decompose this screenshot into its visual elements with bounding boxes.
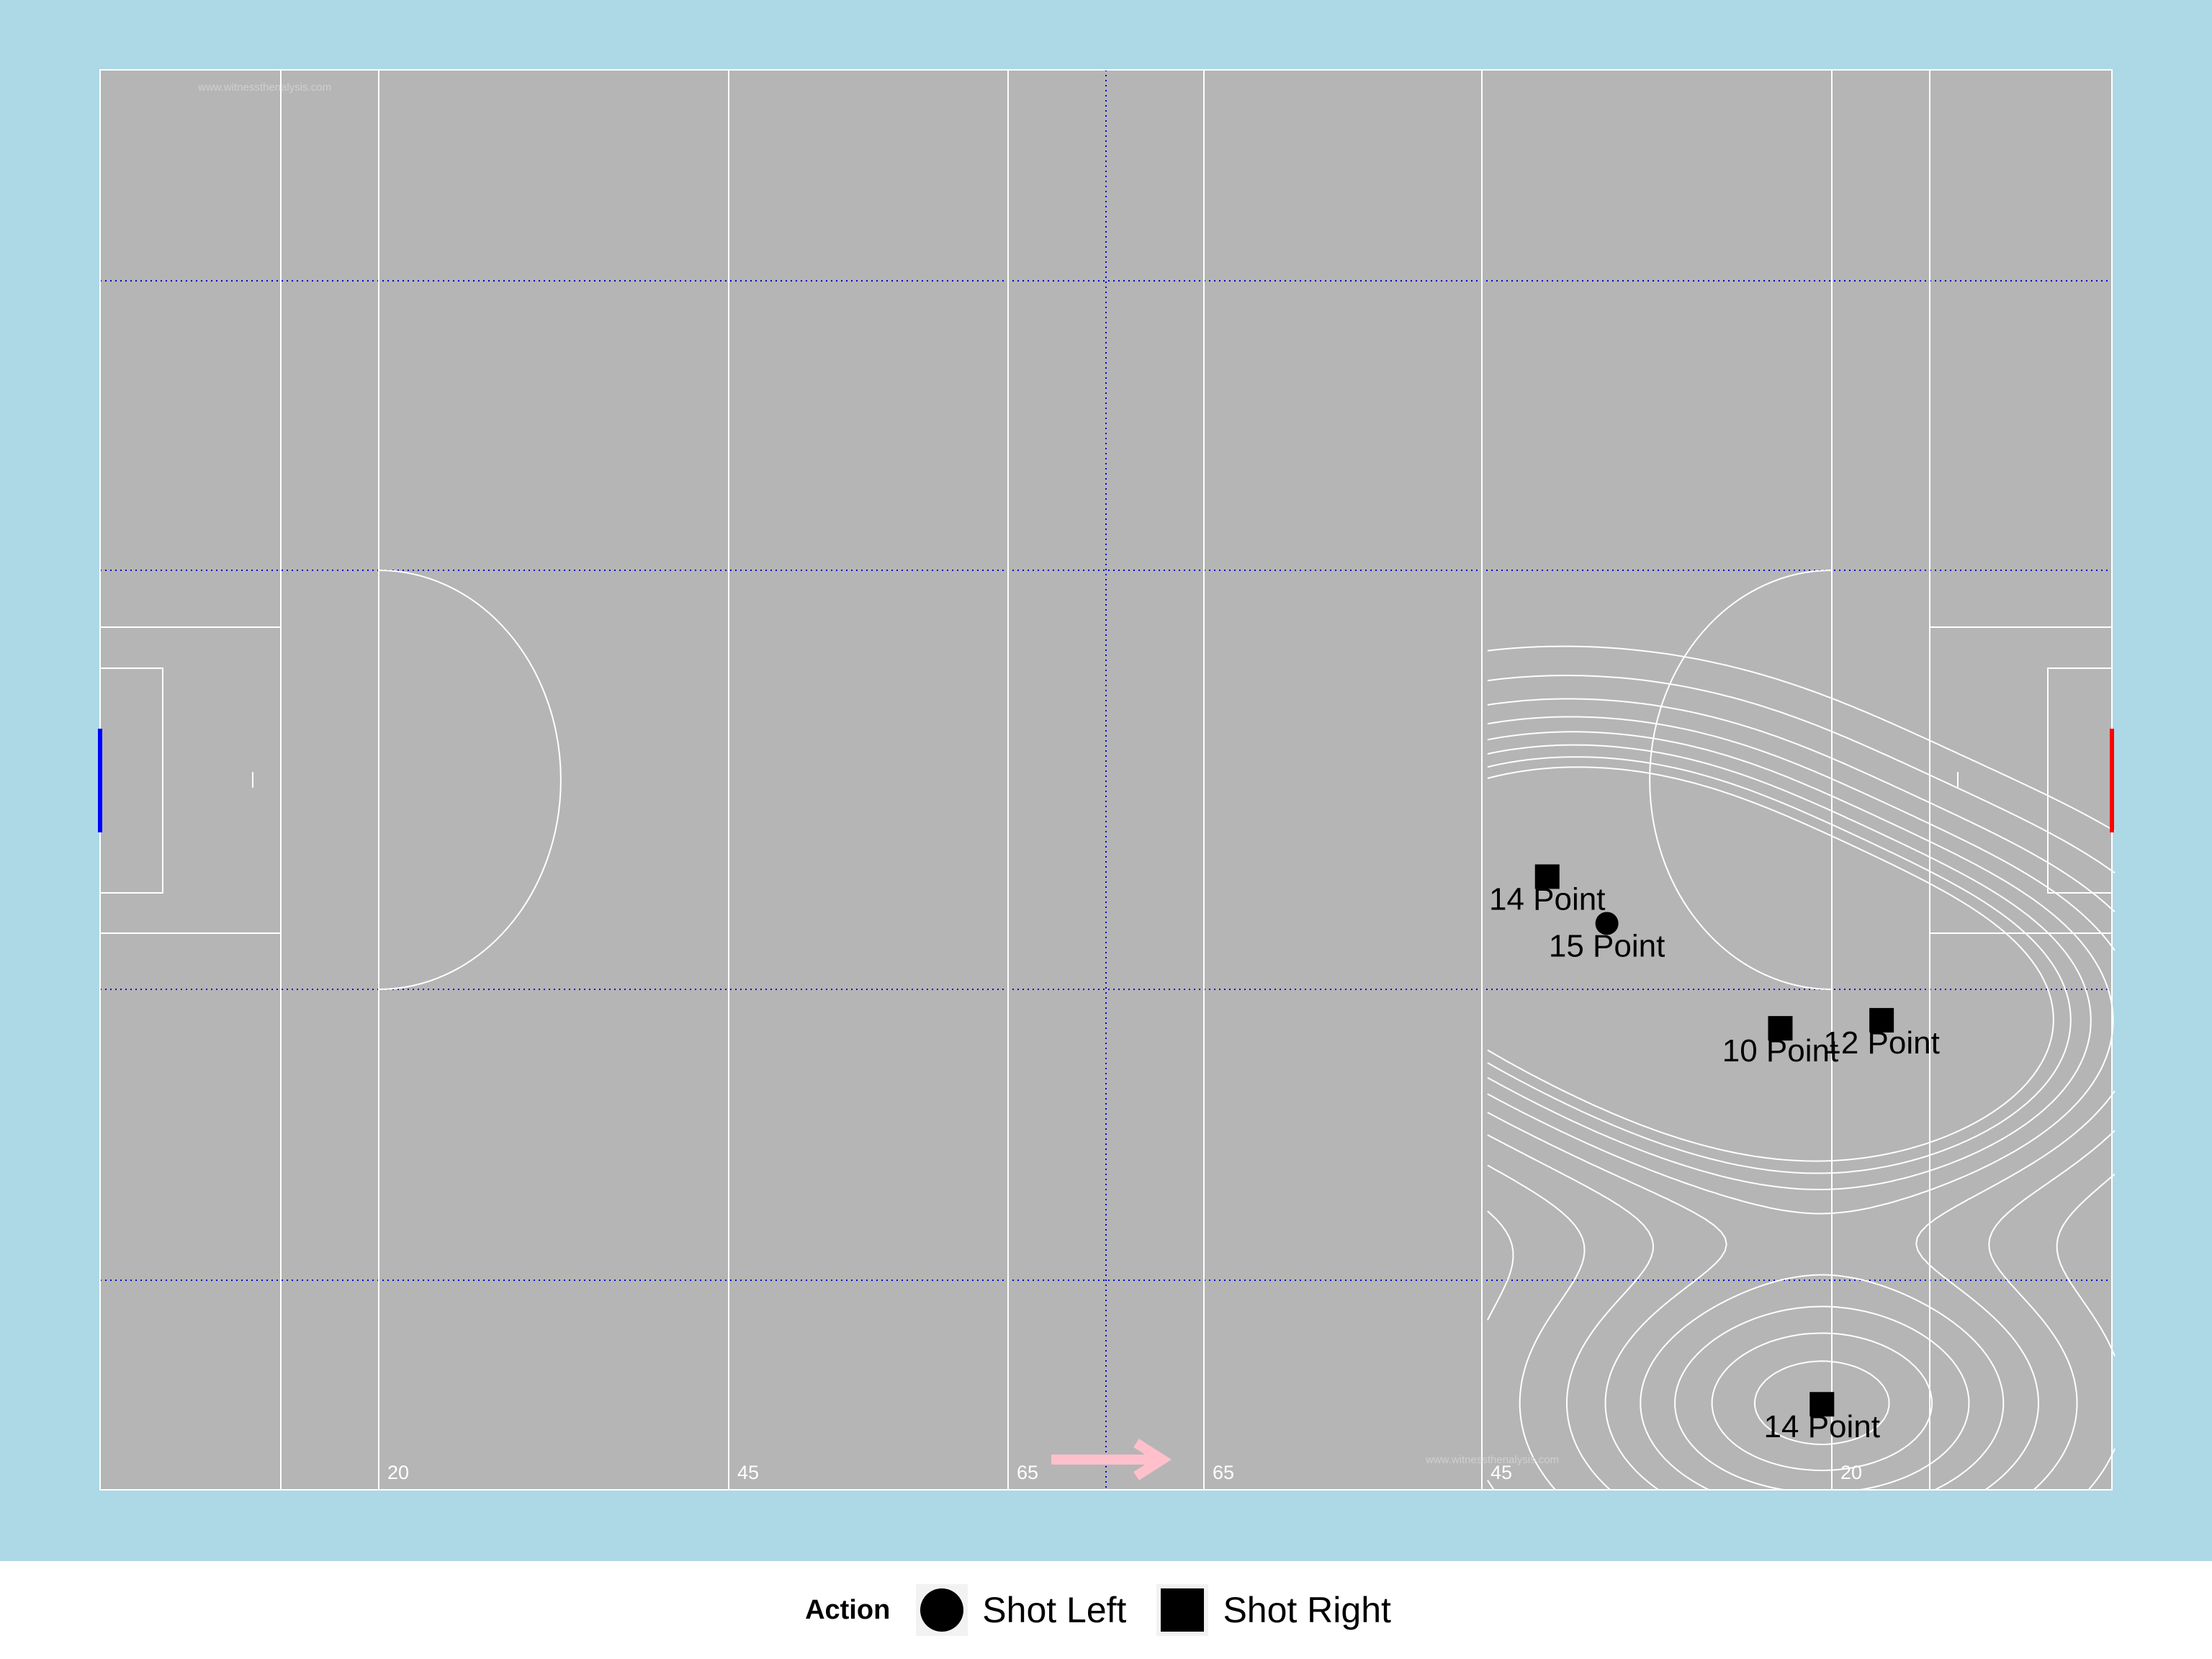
square-marker-icon <box>1161 1588 1205 1632</box>
legend-label-shot-left: Shot Left <box>982 1590 1127 1630</box>
density-contour <box>1487 675 2116 1491</box>
point-label: 15 Point <box>1549 928 1665 963</box>
density-contour <box>1487 716 2116 1491</box>
density-contour <box>1487 756 2072 1472</box>
density-contour <box>1487 645 2116 1491</box>
density-contour <box>1487 766 2054 1445</box>
right-arrow-icon <box>1051 1439 1172 1480</box>
distance-label: 65 <box>1213 1462 1234 1483</box>
shot-right-point <box>1869 1007 1894 1033</box>
plot-panel: 14 Point 15 Point 10 Point 12 Point 14 Point… <box>0 0 2212 1561</box>
point-label: 12 Point <box>1823 1025 1939 1061</box>
distance-label: 20 <box>1840 1462 1862 1483</box>
distance-label: 20 <box>387 1462 409 1483</box>
distance-label: 65 <box>1017 1462 1038 1483</box>
legend-label-shot-right: Shot Right <box>1223 1590 1391 1630</box>
left-arc <box>378 570 562 990</box>
density-contour <box>1487 731 2114 1491</box>
point-label: 10 Point <box>1722 1033 1838 1069</box>
shot-left-point <box>1595 912 1619 935</box>
legend: Action Shot Left Shot Right <box>0 1561 2212 1659</box>
legend-key-shot-right <box>1156 1584 1209 1636</box>
point-label: 14 Point <box>1489 881 1605 917</box>
shot-right-point <box>1768 1016 1793 1041</box>
legend-key-shot-left <box>916 1584 968 1636</box>
watermark-top: www.witnessthenalysis.com <box>197 81 331 94</box>
density-contour <box>1487 698 2116 1491</box>
right-arc <box>1649 570 1833 990</box>
legend-title: Action <box>805 1594 891 1625</box>
point-label: 14 Point <box>1764 1409 1880 1444</box>
distance-label: 45 <box>737 1462 759 1483</box>
watermark-bottom: www.witnessthenalysis.com <box>1425 1454 1559 1466</box>
density-contour <box>1487 744 2092 1491</box>
circle-marker-icon <box>920 1588 964 1632</box>
shot-right-point <box>1534 864 1560 889</box>
shot-right-point <box>1809 1392 1835 1417</box>
distance-label: 45 <box>1491 1462 1512 1483</box>
pitch-surface <box>100 70 2112 1490</box>
